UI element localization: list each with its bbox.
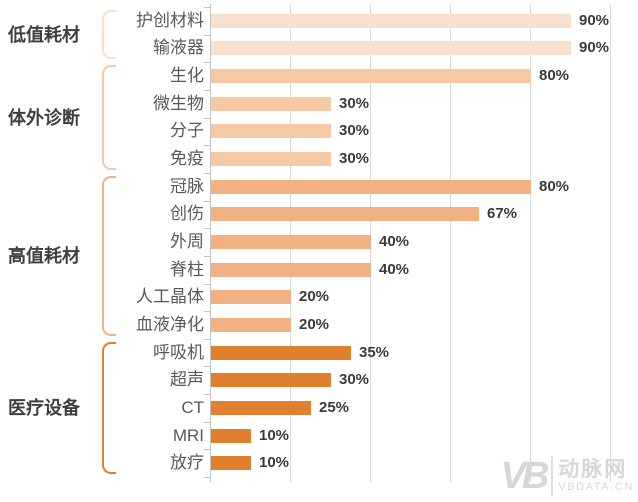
value-label: 40% bbox=[379, 260, 410, 278]
value-label: 30% bbox=[339, 94, 370, 112]
group-label-4: 医疗设备 bbox=[8, 397, 80, 418]
group-label-3: 高值耗材 bbox=[8, 245, 80, 266]
bar-外周 bbox=[211, 235, 371, 250]
category-label: 生化 bbox=[170, 66, 204, 86]
category-label: MRI bbox=[172, 425, 204, 445]
bar-微生物 bbox=[211, 96, 331, 111]
watermark-site: VBDATA.CN bbox=[558, 481, 634, 493]
axis-tick bbox=[204, 172, 210, 174]
watermark-name: 动脉网 bbox=[558, 458, 628, 481]
value-label: 30% bbox=[339, 371, 370, 389]
axis-tick bbox=[204, 394, 210, 396]
bar-MRI bbox=[211, 428, 251, 443]
bar-人工晶体 bbox=[211, 290, 291, 305]
category-label: 护创材料 bbox=[136, 10, 204, 30]
category-label: 分子 bbox=[170, 121, 204, 141]
value-label: 10% bbox=[259, 426, 290, 444]
category-label: 输液器 bbox=[153, 38, 204, 58]
axis-tick bbox=[204, 449, 210, 451]
category-label: 超声 bbox=[170, 370, 204, 390]
value-label: 90% bbox=[579, 39, 610, 57]
category-label: 放疗 bbox=[170, 453, 204, 473]
group-bracket-2 bbox=[102, 65, 116, 170]
category-label: 免疫 bbox=[170, 149, 204, 169]
value-label: 10% bbox=[259, 454, 290, 472]
category-label: 外周 bbox=[170, 232, 204, 252]
watermark: VB 动脉网 VBDATA.CN bbox=[500, 456, 634, 496]
value-label: 30% bbox=[339, 122, 370, 140]
axis-tick bbox=[204, 228, 210, 230]
gridline-100pct bbox=[610, 4, 611, 482]
value-label: 40% bbox=[379, 233, 410, 251]
bar-脊柱 bbox=[211, 262, 371, 277]
category-label: 呼吸机 bbox=[153, 342, 204, 362]
group-bracket-1 bbox=[102, 10, 116, 60]
value-label: 80% bbox=[539, 67, 570, 85]
axis-tick bbox=[204, 283, 210, 285]
value-label: 35% bbox=[359, 343, 390, 361]
gridline-80pct bbox=[530, 4, 531, 482]
axis-tick bbox=[204, 421, 210, 423]
axis-tick bbox=[204, 200, 210, 202]
category-label: 脊柱 bbox=[170, 259, 204, 279]
category-label: 创伤 bbox=[170, 204, 204, 224]
bar-生化 bbox=[211, 69, 531, 84]
bar-创伤 bbox=[211, 207, 479, 222]
axis-tick bbox=[204, 338, 210, 340]
bar-放疗 bbox=[211, 456, 251, 471]
group-label-2: 体外诊断 bbox=[8, 107, 80, 128]
axis-tick bbox=[204, 366, 210, 368]
value-label: 20% bbox=[299, 288, 330, 306]
axis-tick bbox=[204, 255, 210, 257]
value-label: 67% bbox=[487, 205, 518, 223]
axis-tick bbox=[204, 89, 210, 91]
group-bracket-4 bbox=[102, 341, 116, 475]
category-label: 血液净化 bbox=[136, 314, 204, 334]
bar-呼吸机 bbox=[211, 345, 351, 360]
bar-分子 bbox=[211, 124, 331, 139]
category-axis-line bbox=[210, 4, 211, 482]
category-label: 微生物 bbox=[153, 93, 204, 113]
axis-tick bbox=[204, 34, 210, 36]
bar-CT bbox=[211, 400, 311, 415]
group-label-1: 低值耗材 bbox=[8, 24, 80, 45]
value-label: 80% bbox=[539, 177, 570, 195]
axis-tick bbox=[204, 477, 210, 479]
vbdata-logo-icon: VB bbox=[500, 456, 554, 496]
category-label: 人工晶体 bbox=[136, 287, 204, 307]
axis-tick bbox=[204, 311, 210, 313]
bar-免疫 bbox=[211, 152, 331, 167]
value-label: 25% bbox=[319, 398, 350, 416]
category-label: CT bbox=[181, 397, 204, 417]
value-label: 20% bbox=[299, 315, 330, 333]
watermark-text: 动脉网 VBDATA.CN bbox=[558, 458, 634, 494]
bar-护创材料 bbox=[211, 13, 571, 28]
gridline-60pct bbox=[450, 4, 451, 482]
bar-血液净化 bbox=[211, 317, 291, 332]
axis-tick bbox=[204, 62, 210, 64]
bar-冠脉 bbox=[211, 179, 531, 194]
value-label: 90% bbox=[579, 11, 610, 29]
value-label: 30% bbox=[339, 150, 370, 168]
bar-输液器 bbox=[211, 41, 571, 56]
group-bracket-3 bbox=[102, 175, 116, 336]
axis-tick bbox=[204, 145, 210, 147]
axis-tick bbox=[204, 7, 210, 8]
category-label: 冠脉 bbox=[170, 176, 204, 196]
bar-超声 bbox=[211, 373, 331, 388]
axis-tick bbox=[204, 117, 210, 119]
